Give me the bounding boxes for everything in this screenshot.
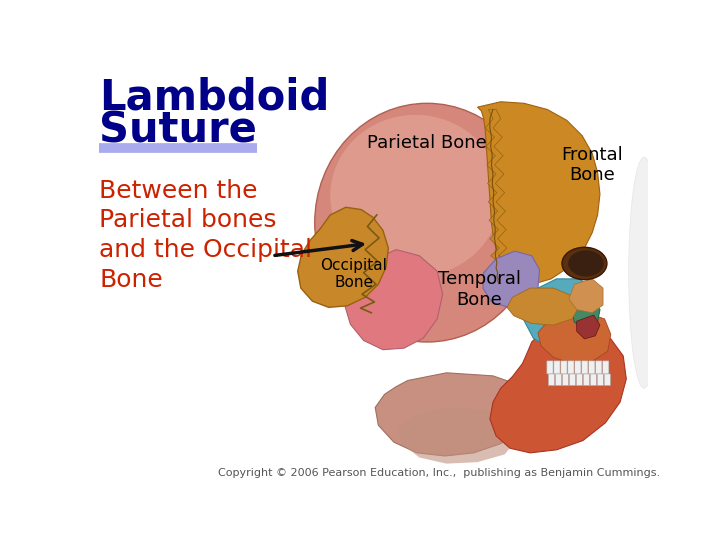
FancyBboxPatch shape bbox=[561, 361, 567, 374]
Polygon shape bbox=[297, 207, 388, 307]
FancyBboxPatch shape bbox=[590, 374, 596, 386]
FancyBboxPatch shape bbox=[583, 374, 590, 386]
Polygon shape bbox=[398, 408, 518, 464]
Polygon shape bbox=[490, 325, 626, 453]
Polygon shape bbox=[572, 300, 600, 330]
Text: Occipital
Bone: Occipital Bone bbox=[320, 258, 387, 291]
Text: Lambdoid: Lambdoid bbox=[99, 76, 330, 118]
Polygon shape bbox=[507, 288, 578, 325]
Ellipse shape bbox=[315, 103, 539, 342]
FancyBboxPatch shape bbox=[603, 361, 609, 374]
Polygon shape bbox=[577, 315, 600, 339]
Ellipse shape bbox=[568, 251, 604, 276]
Text: Temporal
Bone: Temporal Bone bbox=[438, 270, 521, 309]
FancyBboxPatch shape bbox=[582, 361, 588, 374]
Text: Copyright © 2006 Pearson Education, Inc.,  publishing as Benjamin Cummings.: Copyright © 2006 Pearson Education, Inc.… bbox=[217, 468, 660, 478]
FancyBboxPatch shape bbox=[549, 374, 554, 386]
Polygon shape bbox=[477, 102, 600, 283]
Text: Suture: Suture bbox=[99, 110, 257, 151]
Polygon shape bbox=[524, 279, 595, 348]
Ellipse shape bbox=[330, 115, 500, 276]
FancyBboxPatch shape bbox=[554, 361, 560, 374]
Text: Parietal Bone: Parietal Bone bbox=[367, 134, 487, 152]
Text: Between the
Parietal bones
and the Occipital
Bone: Between the Parietal bones and the Occip… bbox=[99, 179, 312, 292]
Polygon shape bbox=[483, 251, 539, 307]
FancyBboxPatch shape bbox=[595, 361, 602, 374]
FancyBboxPatch shape bbox=[575, 361, 581, 374]
Polygon shape bbox=[569, 279, 603, 313]
Ellipse shape bbox=[629, 157, 660, 388]
FancyBboxPatch shape bbox=[555, 374, 562, 386]
FancyBboxPatch shape bbox=[570, 374, 575, 386]
FancyBboxPatch shape bbox=[568, 361, 574, 374]
FancyBboxPatch shape bbox=[576, 374, 582, 386]
FancyBboxPatch shape bbox=[597, 374, 603, 386]
Ellipse shape bbox=[562, 247, 607, 280]
Polygon shape bbox=[485, 110, 510, 284]
FancyBboxPatch shape bbox=[589, 361, 595, 374]
FancyBboxPatch shape bbox=[562, 374, 569, 386]
Polygon shape bbox=[538, 313, 611, 363]
FancyBboxPatch shape bbox=[604, 374, 611, 386]
Polygon shape bbox=[344, 249, 443, 350]
Text: Frontal
Bone: Frontal Bone bbox=[562, 145, 623, 184]
FancyBboxPatch shape bbox=[547, 361, 553, 374]
Polygon shape bbox=[375, 373, 530, 456]
